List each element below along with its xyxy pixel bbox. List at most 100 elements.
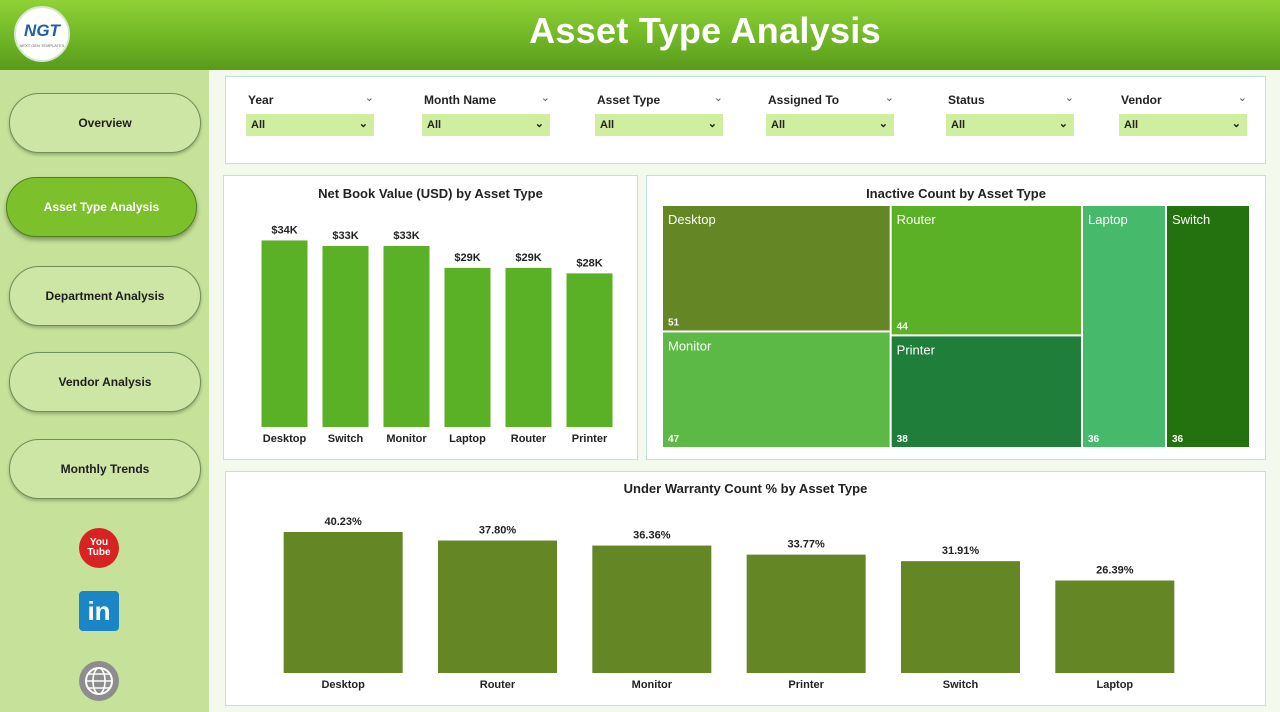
tick-label-switch: Switch — [943, 679, 979, 691]
data-label-switch: 31.91% — [942, 545, 980, 557]
treemap-value-switch: 36 — [1172, 434, 1184, 445]
filter-status-select[interactable]: All ⌄ — [946, 114, 1074, 136]
filter-asset-type-select[interactable]: All ⌄ — [595, 114, 723, 136]
treemap-value-laptop: 36 — [1088, 434, 1100, 445]
bar-printer[interactable] — [746, 554, 866, 673]
treemap-cell-router[interactable] — [891, 206, 1081, 335]
linkedin-icon-text: in — [87, 595, 111, 626]
treemap-label-router: Router — [897, 212, 937, 227]
filter-assigned-to-select[interactable]: All ⌄ — [766, 114, 894, 136]
logo-text: NGT — [24, 21, 60, 40]
page-title: Asset Type Analysis — [529, 10, 881, 51]
treemap-cell-monitor[interactable] — [663, 332, 890, 447]
chevron-down-icon: ⌄ — [1058, 118, 1068, 130]
under-warranty-chart: 40.23% Desktop 37.80% Router 36.36% Monitor 33… — [283, 516, 1175, 691]
nav-monthly-trends-button[interactable]: Monthly Trends — [9, 439, 201, 499]
filter-assigned-to-value: All — [771, 119, 786, 131]
tick-label-printer: Printer — [572, 433, 608, 445]
data-label-monitor: $33K — [393, 230, 419, 242]
chevron-down-icon[interactable]: ⌄ — [364, 92, 374, 104]
bar-desktop[interactable] — [261, 240, 308, 427]
net-book-value-chart: $34K Desktop $33K Switch $33K Monitor $29K Lapt… — [261, 224, 613, 445]
treemap-label-monitor: Monitor — [668, 338, 712, 353]
nav-vendor-analysis-button[interactable]: Vendor Analysis — [9, 352, 201, 412]
treemap-cell-printer[interactable] — [891, 336, 1081, 447]
tick-label-monitor: Monitor — [386, 433, 427, 445]
chevron-down-icon[interactable]: ⌄ — [540, 92, 550, 104]
nav-asset-type-analysis-button[interactable]: Asset Type Analysis — [6, 177, 197, 237]
linkedin-icon[interactable]: in — [79, 591, 119, 631]
filter-month-name-select[interactable]: All ⌄ — [422, 114, 550, 136]
filter-assigned-to-label: Assigned To — [768, 93, 840, 107]
filter-vendor-select[interactable]: All ⌄ — [1119, 114, 1247, 136]
youtube-icon-text-1: You — [89, 537, 109, 548]
chevron-down-icon[interactable]: ⌄ — [1064, 92, 1074, 104]
inactive-count-title: Inactive Count by Asset Type — [866, 186, 1046, 201]
data-label-router: $29K — [515, 252, 541, 264]
net-book-value-panel: Net Book Value (USD) by Asset Type $34K D… — [223, 175, 638, 460]
treemap-value-desktop: 51 — [668, 317, 680, 328]
data-label-switch: $33K — [332, 230, 358, 242]
tick-label-laptop: Laptop — [1096, 679, 1133, 691]
data-label-desktop: $34K — [271, 224, 297, 236]
treemap-cell-switch[interactable] — [1167, 206, 1249, 447]
data-label-monitor: 36.36% — [633, 530, 671, 542]
inactive-count-panel: Inactive Count by Asset Type Desktop 51 Mo… — [646, 175, 1266, 460]
treemap-value-monitor: 47 — [668, 434, 680, 445]
filter-month-name-value: All — [427, 119, 442, 131]
bar-monitor[interactable] — [383, 245, 430, 427]
tick-label-router: Router — [480, 679, 516, 691]
under-warranty-panel: Under Warranty Count % by Asset Type 40.… — [225, 471, 1266, 706]
data-label-laptop: 26.39% — [1096, 565, 1134, 577]
nav-overview-button[interactable]: Overview — [9, 93, 201, 153]
globe-icon[interactable] — [79, 661, 119, 701]
bar-switch[interactable] — [901, 561, 1020, 673]
treemap-label-laptop: Laptop — [1088, 212, 1128, 227]
filter-vendor-label: Vendor — [1121, 93, 1162, 107]
bar-laptop[interactable] — [1055, 580, 1175, 673]
filter-year-select[interactable]: All ⌄ — [246, 114, 374, 136]
nav-department-analysis-button[interactable]: Department Analysis — [9, 266, 201, 326]
treemap-label-desktop: Desktop — [668, 212, 716, 227]
data-label-laptop: $29K — [454, 252, 480, 264]
bar-printer[interactable] — [566, 273, 613, 427]
bar-switch[interactable] — [322, 245, 369, 427]
youtube-icon[interactable]: You Tube — [79, 528, 119, 568]
filter-asset-type-value: All — [600, 119, 615, 131]
inactive-count-treemap: Desktop 51 Monitor 47 Router 44 Printer 38 Lapto… — [663, 206, 1249, 447]
chevron-down-icon: ⌄ — [1231, 118, 1241, 130]
treemap-value-router: 44 — [897, 321, 909, 332]
tick-label-desktop: Desktop — [263, 433, 307, 445]
bar-router[interactable] — [438, 540, 557, 673]
logo-subtext: NEXT GEN TEMPLATES — [19, 43, 65, 48]
tick-label-desktop: Desktop — [321, 679, 365, 691]
tick-label-laptop: Laptop — [449, 433, 486, 445]
youtube-icon-text-2: Tube — [87, 547, 111, 558]
data-label-printer: $28K — [576, 257, 602, 269]
bar-desktop[interactable] — [283, 532, 403, 673]
header-bar: NGT NEXT GEN TEMPLATES Asset Type Analys… — [0, 0, 1280, 70]
filter-status-value: All — [951, 119, 966, 131]
tick-label-monitor: Monitor — [632, 679, 673, 691]
chevron-down-icon: ⌄ — [707, 118, 717, 130]
filter-vendor-value: All — [1124, 119, 1139, 131]
bar-laptop[interactable] — [444, 267, 491, 427]
data-label-router: 37.80% — [479, 525, 517, 537]
treemap-cell-laptop[interactable] — [1083, 206, 1165, 447]
chevron-down-icon[interactable]: ⌄ — [1237, 92, 1247, 104]
filter-status-label: Status — [948, 93, 985, 107]
bar-router[interactable] — [505, 267, 552, 427]
logo[interactable]: NGT NEXT GEN TEMPLATES — [14, 6, 70, 62]
chevron-down-icon[interactable]: ⌄ — [713, 92, 723, 104]
tick-label-router: Router — [511, 433, 547, 445]
sidebar: Overview Asset Type Analysis Department … — [0, 70, 209, 712]
chevron-down-icon[interactable]: ⌄ — [884, 92, 894, 104]
filter-asset-type-label: Asset Type — [597, 93, 661, 107]
data-label-desktop: 40.23% — [325, 516, 363, 528]
treemap-label-switch: Switch — [1172, 212, 1210, 227]
bar-monitor[interactable] — [592, 545, 712, 673]
filters-panel: Year ⌄ All ⌄ Month Name ⌄ All ⌄ Asset Ty… — [225, 76, 1266, 164]
treemap-cell-desktop[interactable] — [663, 206, 890, 331]
tick-label-printer: Printer — [788, 679, 824, 691]
